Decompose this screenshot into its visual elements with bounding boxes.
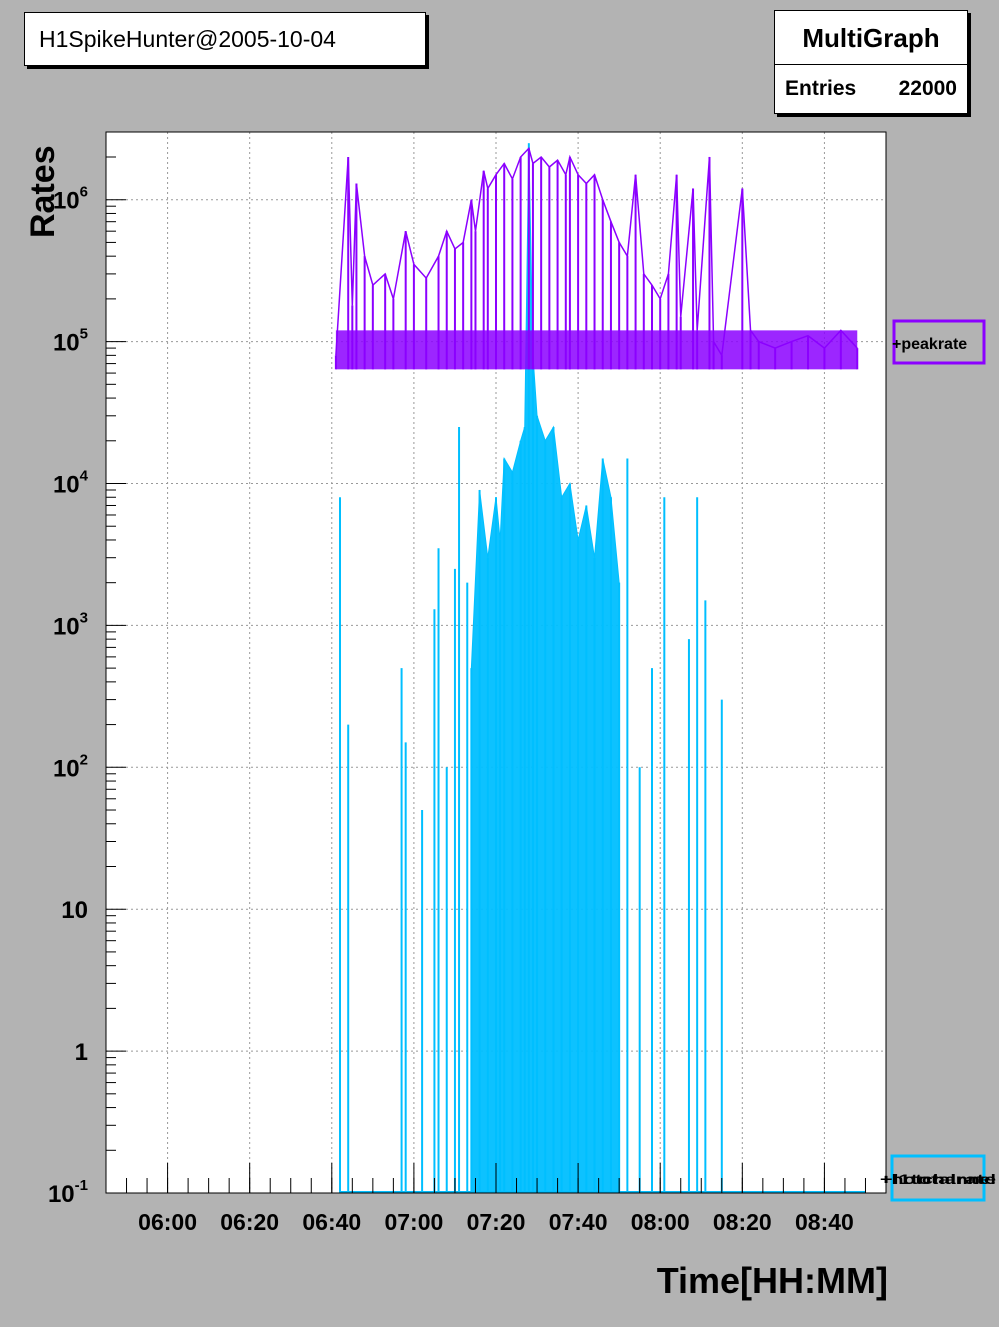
- y-tick-exponent: -1: [75, 1177, 88, 1194]
- legend-rates-label: +l1totalrate: [880, 1171, 996, 1187]
- x-axis-label: Time[HH:MM]: [657, 1260, 888, 1301]
- x-tick-label: 07:00: [384, 1209, 443, 1235]
- y-axis-label: Rates: [24, 145, 62, 238]
- y-tick-label: 10-1: [48, 1177, 88, 1208]
- y-tick-exponent: 3: [80, 609, 88, 626]
- legend-rates-box: [890, 1154, 986, 1202]
- x-tick-label: 06:20: [220, 1209, 279, 1235]
- series-group: [334, 143, 866, 1194]
- peakrate-band: [335, 330, 858, 370]
- x-tick-label: 08:40: [795, 1209, 854, 1235]
- y-tick-label: 105: [53, 326, 88, 357]
- legend-peakrate-box: [892, 319, 986, 365]
- x-tick-label: 08:20: [713, 1209, 772, 1235]
- x-tick-label: 07:40: [549, 1209, 608, 1235]
- y-tick-label: 10: [61, 897, 88, 924]
- x-tick-label: 06:00: [138, 1209, 197, 1235]
- stats-entries-label: Entries: [785, 77, 857, 100]
- y-tick-exponent: 5: [80, 326, 88, 343]
- stats-entries-row: Entries 22000: [775, 65, 967, 113]
- plot-frame: [105, 131, 887, 1194]
- chart-title: H1SpikeHunter@2005-10-04: [39, 26, 336, 52]
- y-tick-label: 1: [75, 1039, 88, 1066]
- legend-rates-overlap-label: +hotchannel: [880, 1171, 996, 1187]
- x-tick-label: 07:20: [467, 1209, 526, 1235]
- stats-title: MultiGraph: [775, 11, 967, 65]
- axes-group: 06:00 06:20 06:40 07:00 07:20 07:40 08:00 08:20…: [48, 131, 887, 1235]
- y-tick-exponent: 6: [80, 184, 88, 201]
- peakrate-line: [335, 146, 858, 358]
- x-tick-label: 06:40: [302, 1209, 361, 1235]
- axis-labels-group: Rates Time[HH:MM]: [24, 145, 888, 1301]
- chart-title-box: H1SpikeHunter@2005-10-04: [24, 12, 426, 66]
- y-tick-exponent: 4: [80, 468, 89, 485]
- stats-box: MultiGraph Entries 22000: [774, 10, 968, 114]
- legend-group: +peakrate +l1totalrate+hotchannel: [880, 319, 996, 1202]
- x-tick-label: 08:00: [631, 1209, 690, 1235]
- y-tick-exponent: 2: [80, 751, 88, 768]
- y-tick-label: 104: [53, 468, 89, 499]
- legend-peakrate-label: +peakrate: [892, 336, 967, 353]
- stats-entries-value: 22000: [898, 77, 957, 100]
- y-tick-label: 102: [53, 751, 88, 782]
- y-tick-label: 103: [53, 609, 88, 640]
